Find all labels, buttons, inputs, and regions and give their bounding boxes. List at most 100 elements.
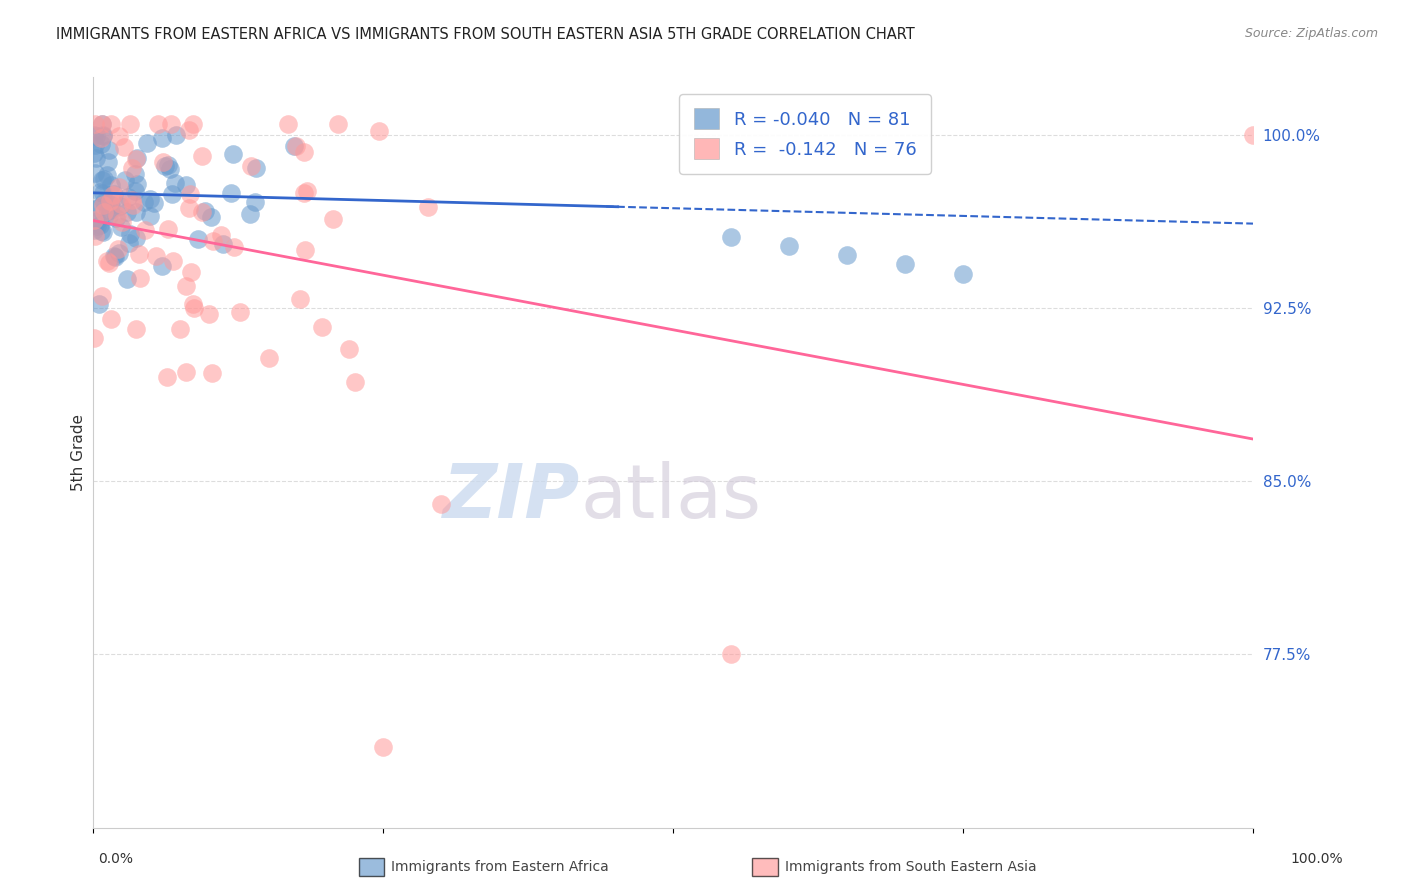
Point [115,205,138,219]
Point [209,227,232,242]
Point [105,208,128,222]
Point [93,204,115,219]
Point [160,117,183,131]
Point [153,159,176,173]
Point [229,304,252,318]
Point [337,342,360,356]
Point [297,184,319,198]
Point [139,209,162,223]
Point [90,224,112,238]
Point [778,239,800,253]
Point [191,205,214,219]
Point [177,123,200,137]
Text: IMMIGRANTS FROM EASTERN AFRICA VS IMMIGRANTS FROM SOUTH EASTERN ASIA 5TH GRADE C: IMMIGRANTS FROM EASTERN AFRICA VS IMMIGR… [56,27,915,42]
Point [89,296,111,310]
Point [183,301,205,316]
Point [162,254,184,268]
Text: Source: ZipAtlas.com: Source: ZipAtlas.com [1244,27,1378,40]
Point [91,117,114,131]
Point [86,213,108,227]
Point [418,200,440,214]
Point [174,365,197,379]
Point [118,235,141,250]
Point [127,151,149,165]
Point [191,149,214,163]
Point [93,172,115,186]
Point [245,161,267,175]
Point [292,145,315,159]
Point [124,167,146,181]
Point [894,257,917,271]
Point [156,370,179,384]
Point [91,117,114,131]
Point [180,265,202,279]
Point [83,331,105,345]
Point [89,186,111,200]
Point [84,166,107,180]
Point [83,202,105,217]
Point [146,117,169,131]
Point [160,186,183,201]
Point [125,152,148,166]
Point [239,159,262,173]
Point [284,138,307,153]
Point [98,203,121,218]
Point [257,351,280,366]
Point [100,197,122,211]
Point [181,117,204,131]
Point [98,144,121,158]
Point [193,203,215,218]
Point [128,270,150,285]
Point [108,179,131,194]
Point [134,222,156,236]
Point [163,176,186,190]
Point [283,138,305,153]
Point [91,198,114,212]
Point [179,186,201,201]
Point [952,267,974,281]
Point [84,129,107,144]
Point [174,279,197,293]
Text: 100.0%: 100.0% [1291,852,1343,866]
Point [124,184,146,198]
Point [343,375,366,389]
Point [91,289,114,303]
Y-axis label: 5th Grade: 5th Grade [72,414,86,491]
Point [83,145,105,160]
Point [98,197,121,211]
Point [145,249,167,263]
Point [125,231,148,245]
Legend: R = -0.040   N = 81, R =  -0.142   N = 76: R = -0.040 N = 81, R = -0.142 N = 76 [679,94,931,174]
Point [90,131,112,145]
Point [121,161,143,175]
Point [201,367,224,381]
Point [83,128,105,143]
Point [122,197,145,211]
Point [108,199,131,213]
Point [152,259,174,273]
Point [84,137,107,152]
Point [143,196,166,211]
Point [112,140,135,154]
Point [125,322,148,336]
Point [118,117,141,131]
Point [150,131,173,145]
Point [219,186,242,200]
Point [108,129,131,144]
Point [430,497,453,511]
Point [367,124,389,138]
Point [125,178,148,192]
Point [97,204,120,219]
Point [222,147,245,161]
Point [103,187,125,202]
Point [91,128,114,142]
Point [103,249,125,263]
Point [100,117,122,131]
Point [165,128,187,142]
Point [139,192,162,206]
Point [86,219,108,234]
Point [96,168,118,182]
Point [128,247,150,261]
Point [238,207,260,221]
Point [157,222,180,236]
